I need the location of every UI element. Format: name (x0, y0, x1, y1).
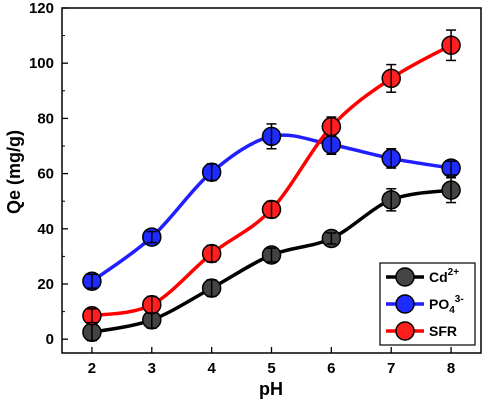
y-tick-label: 20 (37, 276, 54, 293)
data-point-sfr (321, 116, 342, 138)
data-point-sfr (142, 294, 162, 315)
data-point-cd (261, 245, 282, 265)
data-point-sfr (261, 199, 282, 220)
x-tick-label: 6 (327, 360, 335, 377)
legend-entry-cd: Cd2+ (386, 267, 459, 287)
y-tick-label: 40 (37, 221, 54, 238)
data-point-po (142, 227, 162, 247)
x-tick-label: 5 (267, 360, 275, 377)
y-tick-label: 80 (37, 110, 54, 127)
x-axis-label: pH (259, 379, 283, 399)
legend-entry-po: PO43- (386, 294, 464, 316)
data-point-cd (201, 278, 222, 298)
legend-marker (395, 294, 415, 314)
data-point-po (82, 271, 102, 291)
y-tick-label: 0 (46, 331, 54, 348)
data-point-sfr (441, 29, 461, 62)
data-point-sfr (381, 63, 401, 93)
data-point-po (261, 123, 282, 150)
data-point-sfr (82, 305, 102, 326)
x-tick-label: 3 (148, 360, 156, 377)
series-layer (82, 29, 461, 343)
data-point-po (201, 162, 222, 182)
legend-label: PO43- (429, 294, 464, 316)
y-axis-label: Qe (mg/g) (4, 130, 24, 214)
data-point-sfr (201, 243, 222, 264)
y-tick-label: 100 (29, 55, 54, 72)
x-tick-label: 7 (387, 360, 395, 377)
y-tick-label: 60 (37, 166, 54, 183)
data-point-cd (321, 228, 342, 249)
data-point-cd (381, 188, 401, 212)
legend-marker (395, 321, 415, 341)
data-point-po (441, 158, 461, 178)
data-point-po (321, 134, 342, 156)
legend-marker (395, 267, 415, 287)
x-tick-label: 4 (207, 360, 216, 377)
y-tick-label: 120 (29, 0, 54, 17)
data-point-cd (441, 176, 461, 204)
data-point-po (381, 148, 401, 169)
legend: Cd2+ PO43- SFR (379, 262, 476, 346)
data-point-cd (82, 322, 102, 343)
x-tick-label: 8 (447, 360, 455, 377)
legend-label: SFR (429, 323, 457, 339)
x-tick-label: 2 (88, 360, 96, 377)
legend-label: Cd2+ (429, 267, 459, 285)
legend-entry-sfr: SFR (386, 321, 457, 341)
